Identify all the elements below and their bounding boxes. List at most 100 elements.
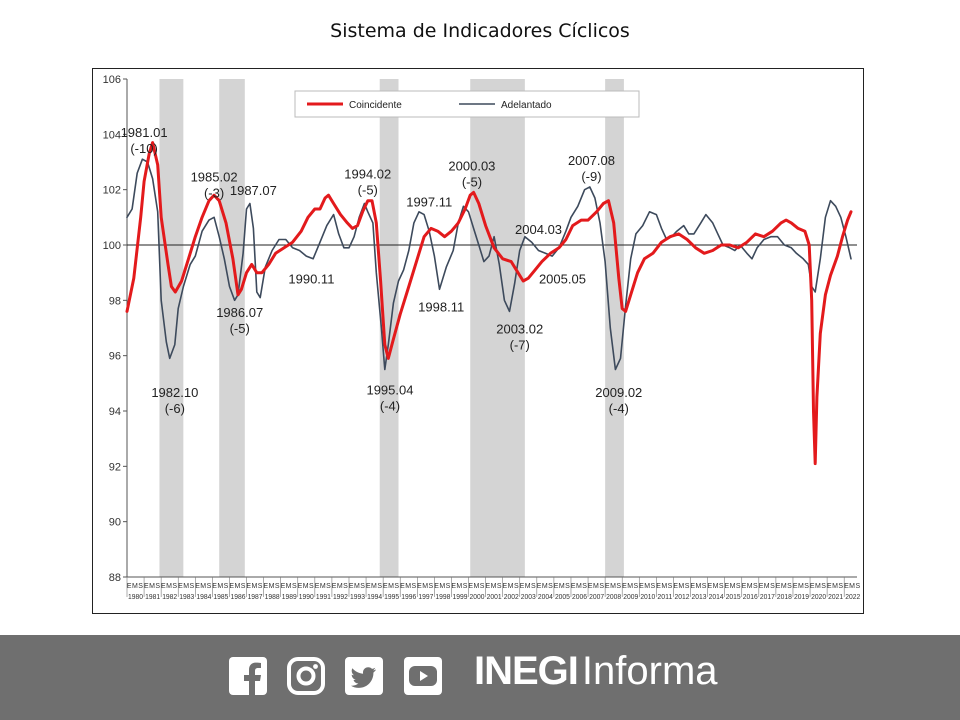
x-subtick-label: S bbox=[138, 583, 143, 590]
x-subtick-label: M bbox=[764, 583, 770, 590]
x-subtick-label: E bbox=[827, 583, 832, 590]
y-tick-label: 106 bbox=[103, 74, 121, 86]
y-tick-label: 100 bbox=[103, 240, 121, 252]
brand-informa: Informa bbox=[581, 649, 718, 693]
x-subtick-label: M bbox=[200, 583, 206, 590]
x-subtick-label: E bbox=[195, 583, 200, 590]
annotation-line: 1981.01 bbox=[121, 125, 168, 140]
x-subtick-label: E bbox=[315, 583, 320, 590]
x-year-label: 2006 bbox=[572, 594, 587, 601]
x-subtick-label: M bbox=[166, 583, 172, 590]
annotation-line: 2003.02 bbox=[496, 322, 543, 337]
x-year-label: 2001 bbox=[487, 594, 502, 601]
x-subtick-label: S bbox=[326, 583, 331, 590]
annotation-label: 1985.02 (-3) bbox=[191, 169, 238, 200]
annotation-label: 2005.05 bbox=[539, 272, 586, 287]
x-subtick-label: M bbox=[252, 583, 258, 590]
x-subtick-label: S bbox=[394, 583, 399, 590]
x-year-label: 1996 bbox=[401, 594, 416, 601]
x-subtick-label: M bbox=[593, 583, 599, 590]
annotation-line: (-5) bbox=[358, 183, 378, 198]
facebook-icon[interactable] bbox=[229, 657, 267, 695]
x-subtick-label: S bbox=[309, 583, 314, 590]
annotation-line: (-4) bbox=[609, 401, 629, 416]
x-subtick-label: E bbox=[503, 583, 508, 590]
x-subtick-label: S bbox=[360, 583, 365, 590]
x-subtick-label: E bbox=[229, 583, 234, 590]
x-year-label: 2017 bbox=[760, 594, 775, 601]
x-subtick-label: S bbox=[429, 583, 434, 590]
x-year-label: 1998 bbox=[435, 594, 450, 601]
x-subtick-label: M bbox=[286, 583, 292, 590]
annotation-line: (-4) bbox=[380, 398, 400, 413]
x-year-label: 1993 bbox=[350, 594, 365, 601]
x-year-label: 1986 bbox=[230, 594, 245, 601]
x-year-label: 2002 bbox=[504, 594, 519, 601]
x-year-label: 2000 bbox=[470, 594, 485, 601]
x-year-label: 1988 bbox=[265, 594, 280, 601]
x-subtick-label: S bbox=[565, 583, 570, 590]
x-subtick-label: E bbox=[656, 583, 661, 590]
x-year-label: 2007 bbox=[589, 594, 604, 601]
x-year-label: 2022 bbox=[845, 594, 860, 601]
annotation-label: 1995.04 (-4) bbox=[366, 382, 413, 413]
x-subtick-label: E bbox=[759, 583, 764, 590]
x-subtick-label: S bbox=[172, 583, 177, 590]
x-year-label: 2014 bbox=[709, 594, 724, 601]
twitter-icon[interactable] bbox=[345, 657, 383, 695]
x-subtick-label: E bbox=[349, 583, 354, 590]
x-subtick-label: E bbox=[127, 583, 132, 590]
annotation-label: 1981.01 (-10) bbox=[121, 125, 168, 156]
x-subtick-label: E bbox=[690, 583, 695, 590]
annotation-label: 1990.11 bbox=[288, 272, 334, 287]
youtube-icon[interactable] bbox=[404, 657, 442, 695]
x-year-label: 1980 bbox=[128, 594, 143, 601]
annotation-line: 1995.04 bbox=[366, 382, 413, 397]
x-subtick-label: S bbox=[292, 583, 297, 590]
x-year-label: 1981 bbox=[145, 594, 160, 601]
x-subtick-label: M bbox=[371, 583, 377, 590]
x-subtick-label: E bbox=[263, 583, 268, 590]
x-subtick-label: S bbox=[343, 583, 348, 590]
x-year-label: 2011 bbox=[657, 594, 672, 601]
x-subtick-label: E bbox=[246, 583, 251, 590]
x-subtick-label: M bbox=[849, 583, 855, 590]
x-subtick-label: S bbox=[258, 583, 263, 590]
x-subtick-label: S bbox=[463, 583, 468, 590]
x-year-label: 1995 bbox=[384, 594, 399, 601]
recession-band bbox=[219, 79, 245, 577]
x-subtick-label: S bbox=[224, 583, 229, 590]
x-subtick-label: S bbox=[719, 583, 724, 590]
x-subtick-label: M bbox=[405, 583, 411, 590]
x-subtick-label: E bbox=[178, 583, 183, 590]
x-year-label: 2021 bbox=[828, 594, 843, 601]
x-subtick-label: S bbox=[207, 583, 212, 590]
y-tick-label: 104 bbox=[103, 129, 121, 141]
x-subtick-label: M bbox=[149, 583, 155, 590]
x-subtick-label: S bbox=[633, 583, 638, 590]
x-subtick-label: M bbox=[559, 583, 565, 590]
x-subtick-label: S bbox=[548, 583, 553, 590]
annotation-line: 2004.03 bbox=[515, 222, 562, 237]
series-line-coincidente bbox=[125, 141, 853, 466]
x-subtick-label: E bbox=[144, 583, 149, 590]
chart-frame: 88 90 92 94 96 98 100 102 104 106 E M S 1980 E M S 1981 E M… bbox=[92, 68, 864, 614]
x-subtick-label: E bbox=[707, 583, 712, 590]
x-year-label: 2019 bbox=[794, 594, 809, 601]
x-subtick-label: E bbox=[161, 583, 166, 590]
x-subtick-label: E bbox=[383, 583, 388, 590]
x-subtick-label: M bbox=[678, 583, 684, 590]
x-subtick-label: M bbox=[234, 583, 240, 590]
x-subtick-label: E bbox=[810, 583, 815, 590]
x-subtick-label: E bbox=[434, 583, 439, 590]
x-subtick-label: M bbox=[695, 583, 701, 590]
legend-label: Adelantado bbox=[501, 100, 552, 111]
x-subtick-label: M bbox=[781, 583, 787, 590]
annotation-line: (-7) bbox=[510, 338, 530, 353]
x-subtick-label: S bbox=[616, 583, 621, 590]
instagram-icon[interactable] bbox=[287, 657, 325, 695]
x-subtick-label: M bbox=[354, 583, 360, 590]
x-subtick-label: S bbox=[685, 583, 690, 590]
x-year-label: 2008 bbox=[606, 594, 621, 601]
